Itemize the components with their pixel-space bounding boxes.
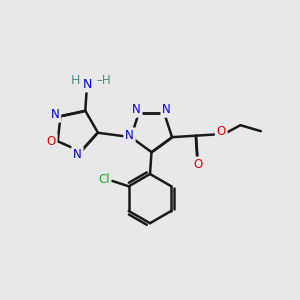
Text: N: N (125, 129, 134, 142)
Text: –H: –H (96, 74, 111, 87)
Text: N: N (132, 103, 141, 116)
Text: O: O (194, 158, 203, 171)
Text: N: N (51, 108, 59, 121)
Text: N: N (83, 78, 92, 91)
Text: Cl: Cl (98, 173, 110, 186)
Text: H: H (71, 74, 80, 87)
Text: O: O (46, 135, 56, 148)
Text: N: N (162, 103, 171, 116)
Text: N: N (73, 148, 82, 160)
Text: O: O (217, 125, 226, 138)
